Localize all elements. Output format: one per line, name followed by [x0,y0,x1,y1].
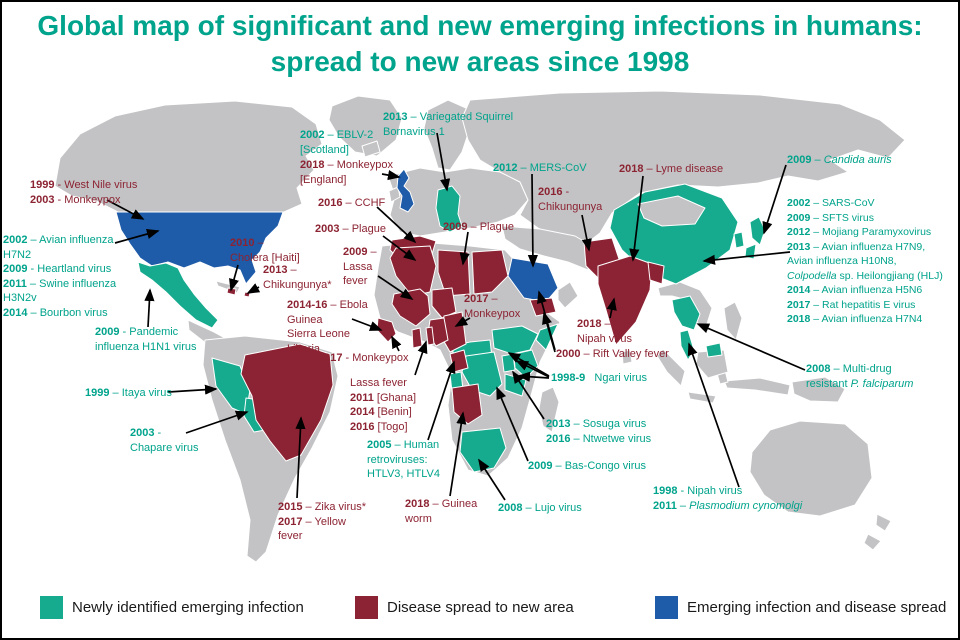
legend-swatch-maroon [355,595,378,619]
pointer-arrow-24 [517,371,550,382]
country-new-zealand-south [863,533,882,551]
pointer-arrow-19 [478,458,506,501]
country-greenland [328,95,403,157]
country-australia [749,420,873,517]
country-egypt [471,249,509,295]
pointer-arrow-26 [542,311,556,353]
pointer-arrow-30 [629,175,644,262]
pointer-arrow-18 [449,411,467,497]
country-middle-east [501,225,593,271]
country-bangladesh-bhutan [647,261,665,285]
page-title-line1: Global map of significant and new emergi… [37,10,923,41]
pointer-arrow-2 [144,288,155,328]
legend-label-newly-identified: Newly identified emerging infection [72,598,304,616]
pointer-arrow-6 [381,170,401,181]
pointer-arrow-11 [229,264,239,292]
pointer-arrow-17 [427,360,456,441]
pointer-arrow-4 [185,410,249,434]
country-somalia [535,323,559,351]
pointer-arrow-34 [687,342,740,488]
legend-item-newly-identified: Newly identified emerging infection [40,594,304,620]
pointer-arrow-29 [581,214,592,252]
pointer-arrow-31 [762,164,787,235]
page-title-line2: spread to new areas since 1998 [270,46,690,77]
pointer-arrow-20 [496,386,529,462]
country-benin-togo [425,326,435,346]
legend-swatch-teal [40,595,63,619]
country-india [597,255,653,346]
country-lesser-sunda [723,377,791,396]
country-mexico [137,261,219,329]
country-ireland [388,186,401,203]
pointer-arrow-12 [246,283,261,294]
legend-label-spread-new-area: Disease spread to new area [387,598,574,616]
country-uganda [501,353,516,373]
pointer-arrow-15 [391,335,402,352]
pointer-arrow-33 [696,323,806,371]
country-java [687,391,717,404]
pointer-arrow-13 [377,275,414,300]
legend-label-emerging-and-spread: Emerging infection and disease spread [687,598,947,616]
pointer-arrow-3 [167,384,218,395]
pointer-arrow-5 [295,416,306,499]
legend-swatch-blue [655,595,678,619]
country-oman [557,281,579,309]
country-ghana [411,327,423,349]
country-canada [54,100,323,213]
landmass-group [54,90,906,563]
country-russia-central-asia [461,90,906,244]
pointer-arrow-27 [606,297,617,319]
country-scandinavia [423,99,471,171]
pointer-arrow-23 [515,360,550,378]
country-thailand-cambodia [671,295,701,331]
country-sri-lanka [621,349,633,365]
pointer-arrow-28 [527,173,538,268]
pointer-arrow-7 [436,132,451,192]
country-philippines [723,301,743,341]
country-new-guinea [791,376,846,403]
pointer-arrow-10 [459,231,470,266]
country-new-zealand-north [875,513,892,532]
country-iceland [361,140,381,158]
country-borneo-malaysia [705,342,723,358]
page-title: Global map of significant and new emergi… [0,8,960,80]
arrow-group [106,132,806,501]
country-brazil [240,343,334,462]
legend-item-spread-new-area: Disease spread to new area [355,594,574,620]
country-malay-peninsula [679,329,695,361]
country-south-korea [733,231,745,249]
pointer-arrow-14 [351,318,383,331]
country-japan-north [749,216,766,246]
pointer-arrow-9 [382,235,417,262]
country-madagascar [538,386,560,433]
pointer-arrow-32 [702,251,791,265]
country-germany [435,185,463,233]
pointer-arrow-0 [106,199,145,220]
pointer-arrow-1 [114,229,160,244]
pointer-arrow-35 [454,316,471,327]
pointer-arrow-8 [376,206,417,244]
country-united-kingdom [396,168,415,213]
country-sumatra [656,348,686,387]
country-mongolia [637,195,706,227]
country-south-africa [459,427,507,473]
pointer-arrow-16 [414,340,428,376]
legend-item-emerging-and-spread: Emerging infection and disease spread [655,594,946,620]
